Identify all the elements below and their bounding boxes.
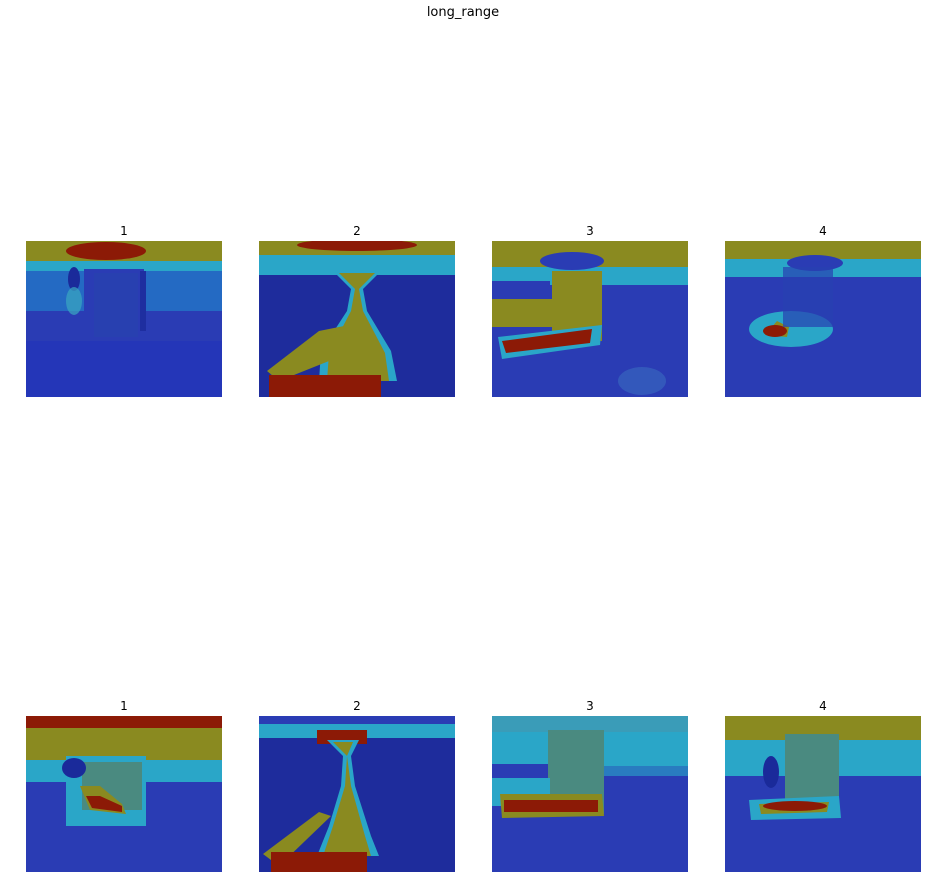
panel-title-r2-3: 3	[586, 699, 594, 713]
panel-title-r1-3: 3	[586, 224, 594, 238]
heatmap-panel-r1-2	[259, 241, 455, 397]
panel-title-r2-1: 1	[120, 699, 128, 713]
heatmap-panel-r2-1	[26, 716, 222, 872]
panel-title-r1-2: 2	[353, 224, 361, 238]
panel-title-r1-1: 1	[120, 224, 128, 238]
panel-title-r1-4: 4	[819, 224, 827, 238]
heatmap-panel-r2-4	[725, 716, 921, 872]
heatmap-panel-r2-2	[259, 716, 455, 872]
heatmap-panel-r2-3	[492, 716, 688, 872]
heatmap-panel-r1-3	[492, 241, 688, 397]
panel-title-r2-4: 4	[819, 699, 827, 713]
panel-title-r2-2: 2	[353, 699, 361, 713]
heatmap-panel-r1-1	[26, 241, 222, 397]
heatmap-panel-r1-4	[725, 241, 921, 397]
figure-suptitle: long_range	[426, 5, 500, 20]
